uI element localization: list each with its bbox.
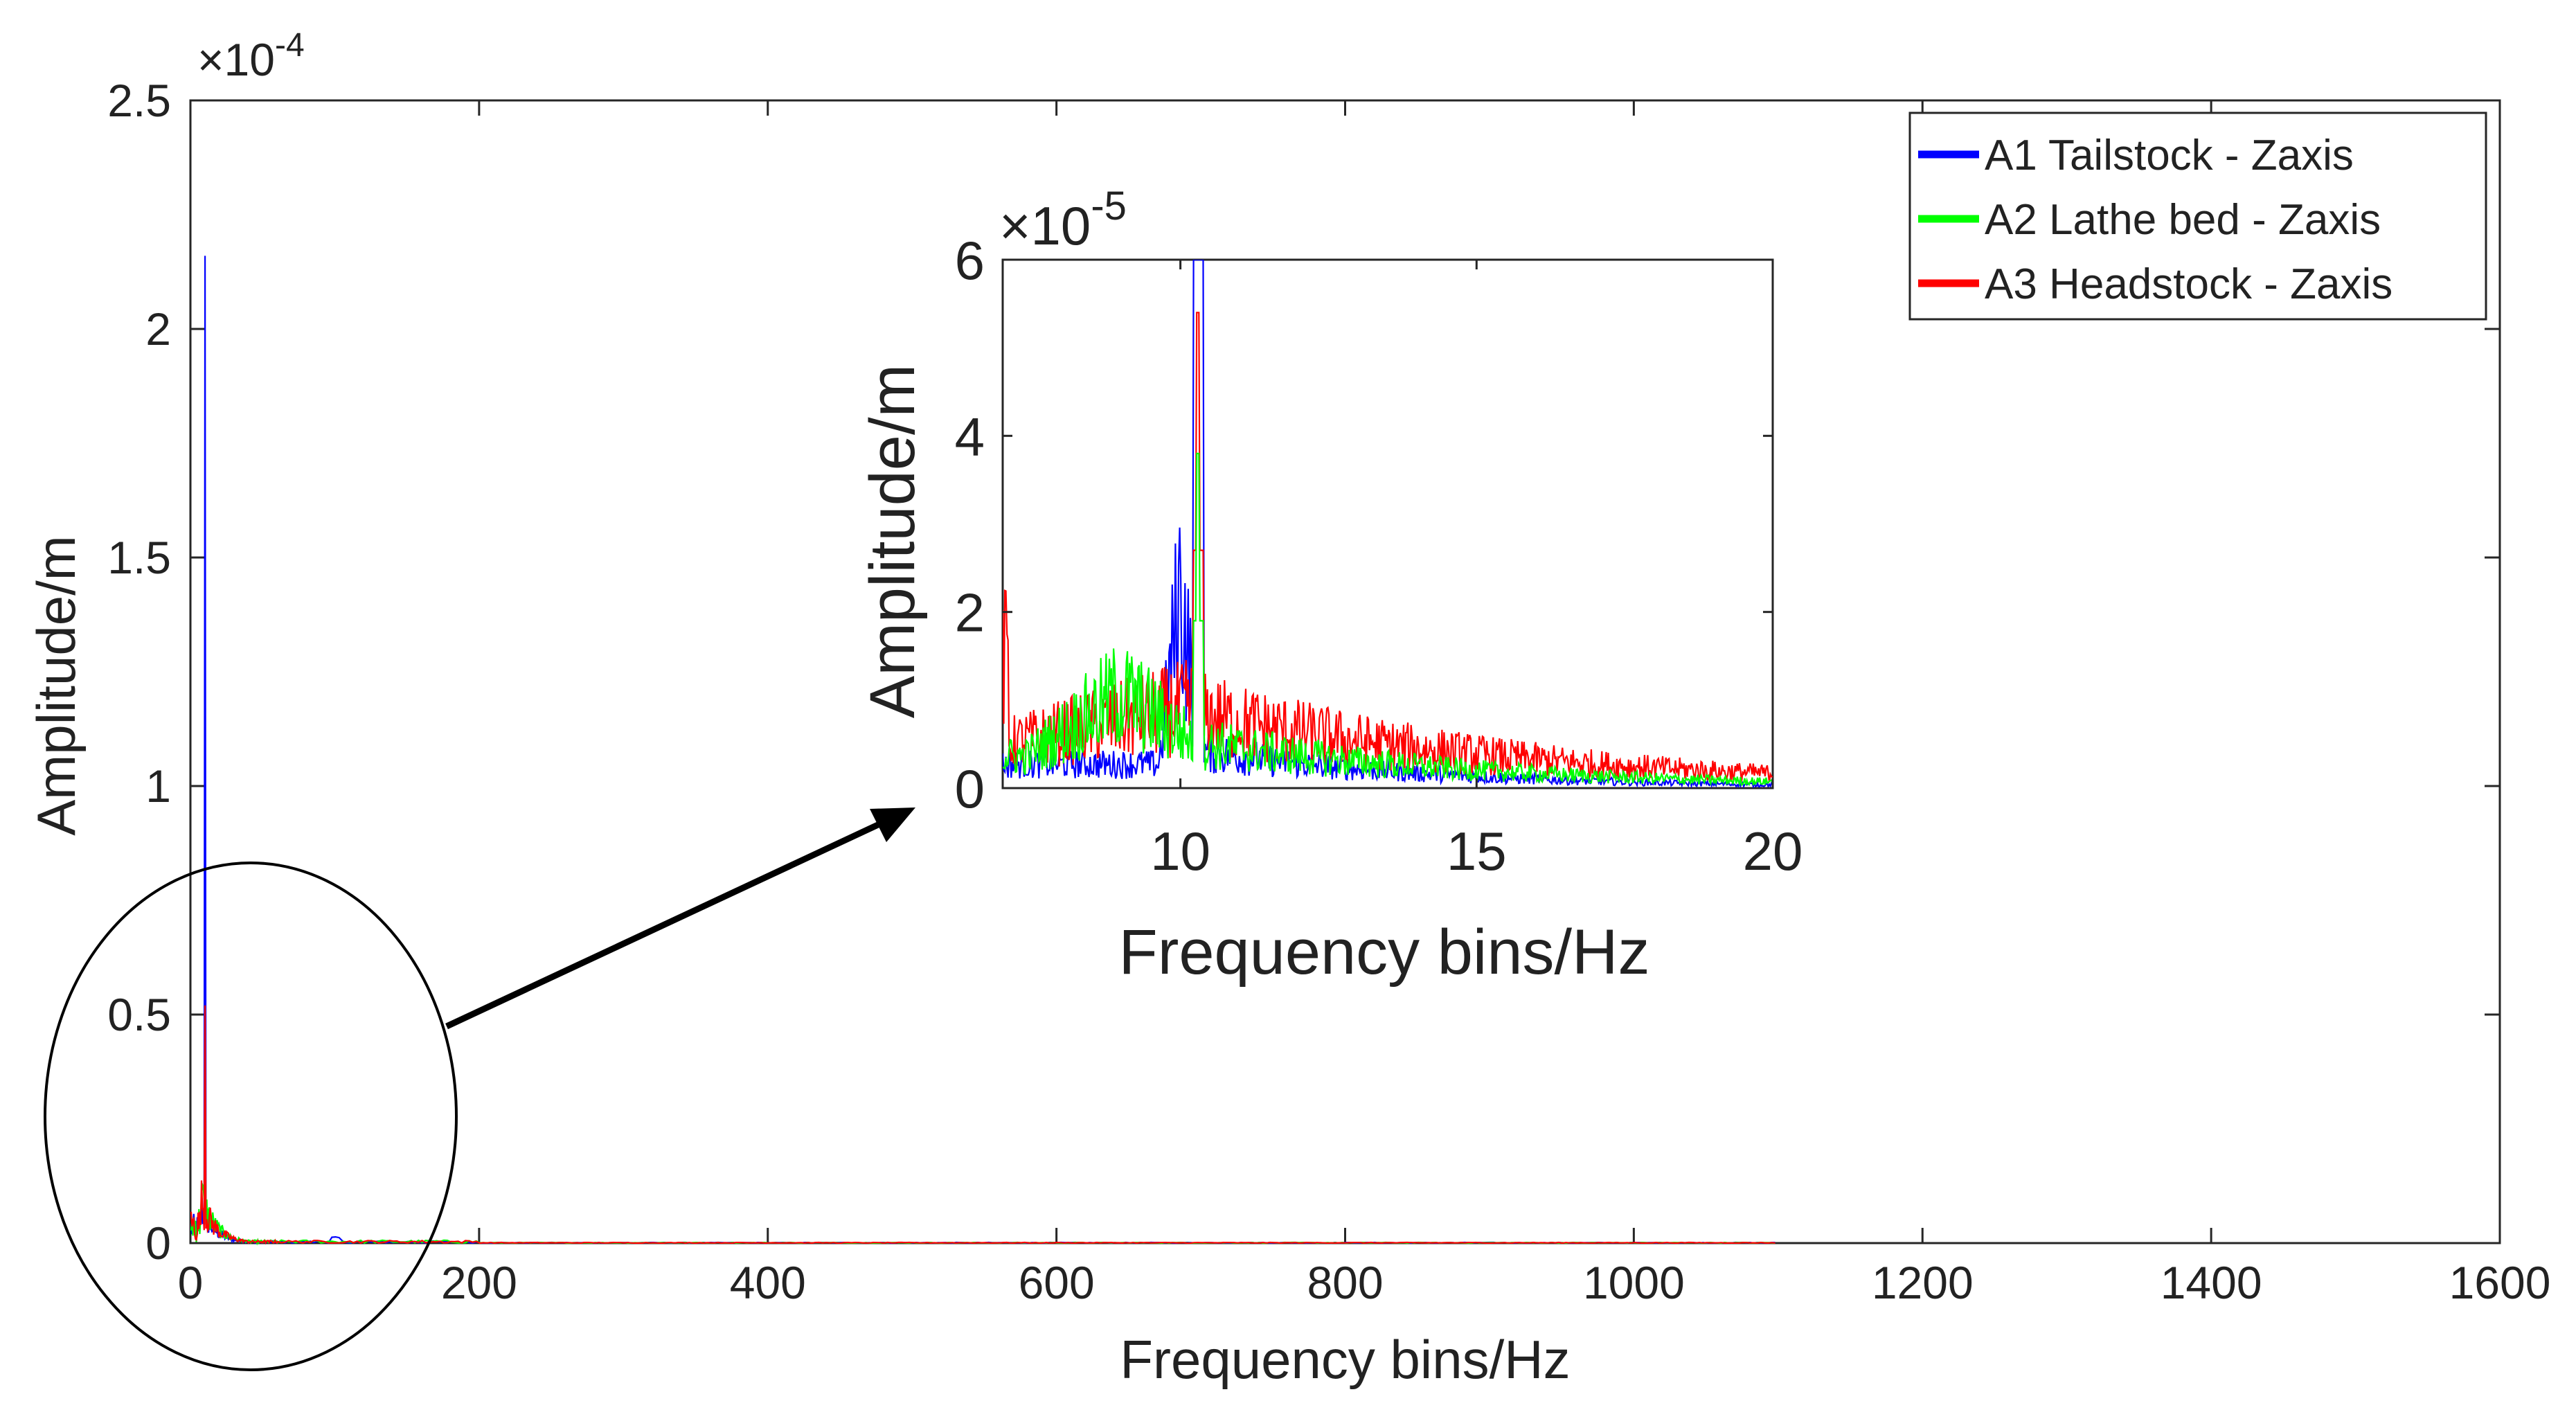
legend-label-2: A2 Lathe bed - Zaxis [1985,196,2381,244]
main-x-tick-label: 1400 [2161,1257,2262,1308]
inset-ticks: 10 15 20 0 2 4 6 [955,230,1803,882]
main-series [190,256,1776,1246]
main-x-tick-label: 800 [1307,1257,1383,1308]
main-exponent-base: ×10 [197,34,275,85]
main-y-axis-label: Amplitude/m [26,535,87,836]
main-y-tick-label: 2.5 [107,75,171,126]
main-y-tick-label: 0 [145,1217,171,1269]
inset-y-tick-label: 2 [955,582,985,643]
zoom-region-ellipse [44,862,458,1371]
inset-x-tick-label: 20 [1743,821,1803,882]
main-exponent-power: -4 [275,27,305,64]
legend: A1 Tailstock - Zaxis A2 Lathe bed - Zaxis… [1908,111,2487,321]
main-x-tick-label: 0 [178,1257,204,1308]
legend-label-1: A1 Tailstock - Zaxis [1985,132,2354,179]
main-y-exponent: ×10-4 [197,27,305,85]
inset-y-tick-label: 0 [955,758,985,819]
main-y-tick-label: 1.5 [107,532,171,583]
main-x-tick-label: 400 [730,1257,806,1308]
main-y-tick-label: 0.5 [107,989,171,1040]
inset-series [1003,260,1773,788]
main-x-tick-label: 1200 [1872,1257,1974,1308]
zoom-callout [44,807,915,1371]
inset-x-tick-label: 10 [1150,821,1210,882]
inset-y-tick-label: 6 [955,230,985,291]
main-ticks: 0 200 400 600 800 1000 1200 1400 160000.511.522.… [107,75,2550,1308]
legend-box [1908,111,2487,321]
main-x-tick-label: 600 [1019,1257,1095,1308]
zoom-arrow-head [870,807,915,842]
inset-plot-frame [1001,258,1774,789]
inset-x-tick-label: 15 [1447,821,1507,882]
main-x-tick-label: 1000 [1583,1257,1685,1308]
inset-x-axis-label: Frequency bins/Hz [1119,917,1650,988]
legend-label-3: A3 Headstock - Zaxis [1985,260,2392,308]
inset-exponent-power: -5 [1091,184,1127,229]
main-y-tick-label: 1 [145,760,171,812]
inset-series-line-2 [1003,452,1773,787]
inset-y-exponent: ×10-5 [999,184,1127,256]
inset-series-line-1 [1003,260,1773,788]
main-x-tick-label: 200 [441,1257,517,1308]
inset-series-line-3 [1003,312,1773,783]
inset-exponent-base: ×10 [999,195,1091,256]
zoom-arrow-shaft [445,821,881,1030]
inset-axes: 10 15 20 0 2 4 6 Frequency bins/Hz Amplitude/m… [857,184,1803,988]
inset-y-tick-label: 4 [955,406,985,467]
main-x-axis-label: Frequency bins/Hz [1120,1329,1570,1390]
main-y-tick-label: 2 [145,303,171,355]
main-series-line-3 [190,1005,1776,1245]
inset-y-axis-label: Amplitude/m [857,364,928,718]
main-x-tick-label: 1600 [2449,1257,2551,1308]
